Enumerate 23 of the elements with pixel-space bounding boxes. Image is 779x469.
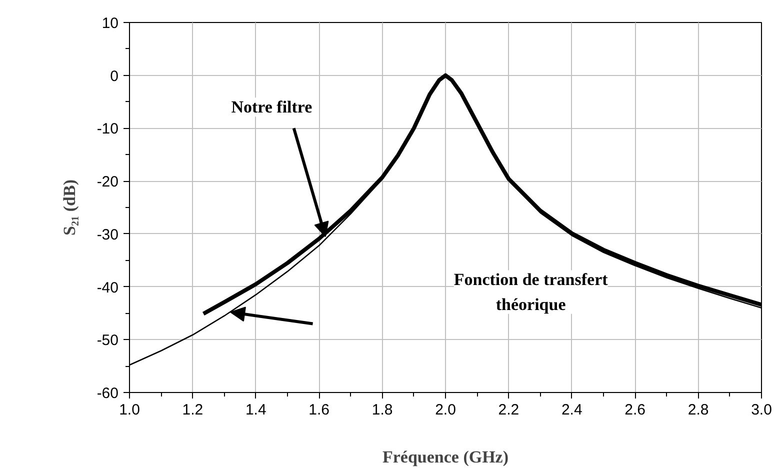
x-tick-label: 1.0: [119, 402, 140, 418]
y-tick-label: 10: [102, 15, 119, 32]
y-tick-label: -30: [96, 226, 119, 244]
x-tick-label: 2.8: [688, 402, 709, 418]
x-tick-label: 1.8: [372, 402, 393, 418]
x-tick-label: 2.0: [435, 402, 456, 418]
x-tick-label: 2.4: [561, 402, 582, 418]
x-tick-label: 1.4: [245, 402, 266, 418]
y-tick-label: 0: [110, 68, 118, 85]
x-tick-label: 1.2: [182, 402, 204, 418]
y-axis-title: S₂₁ (dB): [60, 179, 79, 236]
x-tick-label: 1.6: [308, 402, 330, 418]
x-tick-label: 2.6: [624, 402, 646, 418]
x-tick-label: 3.0: [751, 402, 772, 418]
x-axis-title: Fréquence (GHz): [382, 448, 509, 466]
y-tick-label: -60: [96, 385, 119, 402]
y-tick-label: -10: [96, 120, 119, 138]
annotation: Fonction de transfert théorique: [454, 270, 608, 314]
y-tick-label: -40: [96, 279, 119, 296]
y-tick-label: -50: [96, 332, 119, 350]
y-tick-label: -20: [96, 174, 119, 191]
annotation: Notre filtre: [231, 98, 313, 117]
x-tick-label: 2.2: [498, 402, 520, 418]
